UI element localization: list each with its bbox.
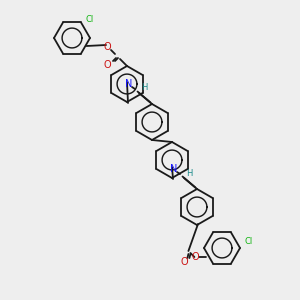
Text: N: N — [125, 79, 133, 89]
Text: Cl: Cl — [86, 15, 94, 24]
Text: Cl: Cl — [244, 236, 253, 245]
Text: O: O — [103, 42, 111, 52]
Text: O: O — [103, 60, 111, 70]
Text: O: O — [192, 252, 199, 262]
Text: H: H — [186, 169, 192, 178]
Text: O: O — [181, 257, 188, 267]
Text: N: N — [170, 164, 178, 174]
Text: H: H — [141, 83, 147, 92]
